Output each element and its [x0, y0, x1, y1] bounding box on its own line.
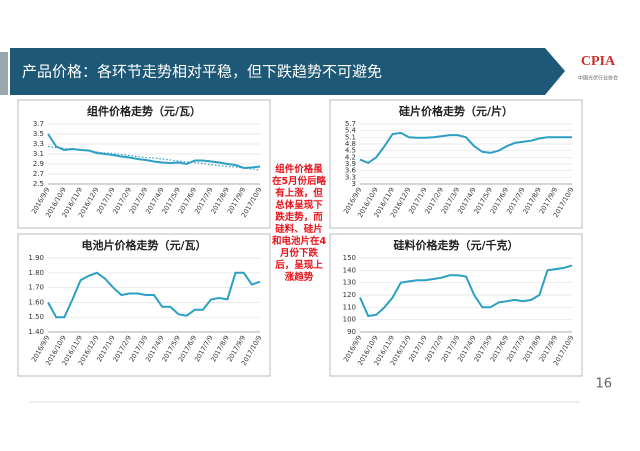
chart-title: 硅料价格走势（元/千克）	[393, 238, 518, 252]
y-tick-label: 4.8	[345, 140, 356, 148]
chart-frame	[329, 99, 583, 229]
data-line	[47, 145, 261, 171]
y-tick-label: 4.5	[345, 147, 356, 155]
y-tick-label: 1.40	[28, 328, 44, 336]
data-line	[47, 271, 261, 319]
y-tick-label: 3.1	[33, 150, 44, 158]
header-title: 产品价格：各环节走势相对平稳，但下跌趋势不可避免	[22, 63, 382, 81]
y-tick-label: 110	[343, 303, 356, 311]
y-tick-label: 3	[352, 180, 356, 188]
chart-title: 硅片价格走势（元/片）	[399, 104, 513, 118]
y-tick-label: 3.9	[345, 160, 356, 168]
y-tick-label: 130	[343, 279, 356, 287]
y-tick-label: 1.70	[28, 284, 44, 292]
y-tick-label: 120	[343, 291, 356, 299]
y-tick-label: 5.1	[345, 133, 356, 141]
data-line	[359, 264, 573, 318]
chart-frame	[17, 233, 271, 377]
y-tick-label: 2.9	[33, 160, 44, 168]
y-tick-label: 90	[347, 328, 356, 336]
y-tick-label: 1.80	[28, 269, 44, 277]
data-line	[47, 133, 261, 170]
y-tick-label: 3.5	[33, 130, 44, 138]
y-tick-label: 140	[343, 266, 356, 274]
header-banner	[10, 48, 565, 95]
y-tick-label: 4.2	[345, 153, 356, 161]
y-tick-label: 5.7	[345, 120, 356, 128]
y-tick-label: 3.7	[33, 120, 44, 128]
logo-text: CPIA	[581, 54, 616, 69]
data-line	[359, 131, 572, 165]
y-tick-label: 3.3	[345, 173, 356, 181]
y-tick-label: 1.50	[28, 313, 44, 321]
y-tick-label: 1.90	[28, 254, 44, 262]
y-tick-label: 2.7	[33, 170, 44, 178]
y-tick-label: 3.3	[33, 140, 44, 148]
chart-title: 组件价格走势（元/瓦）	[87, 104, 201, 118]
annotation: 组件价格虽在5月份后略有上涨，但总体呈现下跌走势，而硅料、硅片和电池片在4月份下…	[271, 164, 327, 283]
y-tick-label: 3.6	[345, 167, 357, 175]
chart-frame	[329, 233, 583, 377]
header-accent	[0, 52, 8, 95]
y-tick-label: 100	[343, 316, 356, 324]
logo-subtitle: 中国光伏行业协会	[578, 75, 618, 82]
page-number: 16	[595, 377, 612, 392]
y-tick-label: 2.5	[33, 180, 44, 188]
y-tick-label: 150	[343, 254, 356, 262]
chart-frame	[17, 99, 271, 229]
y-tick-label: 1.60	[28, 298, 44, 306]
chart-title: 电池片价格走势（元/瓦）	[81, 238, 206, 252]
y-tick-label: 5.4	[345, 127, 357, 135]
